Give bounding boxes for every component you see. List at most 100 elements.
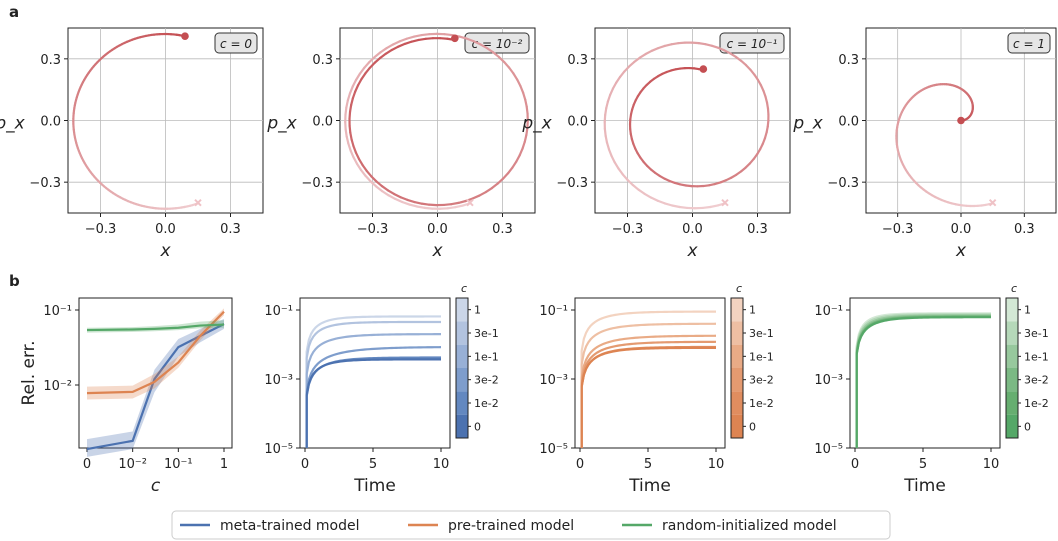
trajectory-segment	[381, 190, 390, 197]
trajectory-segment	[380, 184, 389, 192]
colorbar-frame	[730, 297, 744, 439]
y-tick-label: 0.3	[312, 53, 333, 68]
x-axis-label: x	[686, 241, 698, 261]
trajectory-segment	[631, 183, 640, 191]
trajectory-segment	[373, 56, 382, 64]
phase-portrait-panel-3: −0.3 0.0 0.3 0.3 0.0 −0.3 x p_x c = 10⁻¹	[521, 27, 791, 261]
colorbar-label: 1	[1024, 304, 1031, 317]
y-tick-label: 0.0	[40, 115, 61, 130]
colorbar-label: 3e-2	[1024, 374, 1049, 387]
y-tick-label: 10⁻²	[43, 379, 72, 394]
series-line-c-3e-1	[305, 320, 442, 448]
trajectory-segment	[384, 48, 393, 55]
y-tick-label: 0.0	[838, 115, 859, 130]
error-vs-time-panel-3: 0 5 10 10⁻¹ 10⁻³ 10⁻⁵ Time 1 3e-1 1e-1 3e-2 1e-2 0 c	[814, 282, 1048, 496]
trajectory-segment	[385, 43, 395, 50]
error-vs-time-panel-2: 0 5 10 10⁻¹ 10⁻³ 10⁻⁵ Time 1 3e-1 1e-1 3e-2 1e-2 0 c	[539, 282, 773, 496]
y-tick-label: −0.3	[556, 176, 588, 191]
colorbar-label: 1e-2	[474, 397, 499, 410]
rel-err-vs-c-panel: 0 10⁻² 10⁻¹ 1 10⁻¹ 10⁻² c Rel. err.	[19, 297, 233, 496]
trajectory-segment	[349, 149, 355, 159]
trajectory-segment	[671, 204, 681, 209]
trajectory-segment	[417, 37, 427, 42]
trajectory-segment	[442, 203, 453, 207]
colorbar-label: 3e-1	[1024, 327, 1049, 340]
trajectory-segment	[471, 194, 481, 200]
x-tick-label: 1	[220, 457, 228, 472]
x-axis-label: x	[431, 241, 443, 261]
trajectory-segment	[607, 148, 613, 158]
trajectory-segment	[524, 98, 528, 108]
trajectory-segment	[403, 40, 413, 45]
trajectory-segment	[479, 43, 489, 50]
trajectory-segment	[358, 66, 366, 75]
colorbar-segment	[456, 298, 468, 322]
trajectory-segment	[359, 168, 367, 177]
trajectory-segment	[656, 199, 666, 205]
legend: meta-trained model pre-trained model rando…	[171, 510, 891, 540]
trajectory-segment	[638, 52, 647, 59]
trajectory-segment	[670, 42, 680, 46]
trajectory-segment	[618, 70, 626, 78]
x-axis-label: Time	[903, 476, 946, 496]
colorbar-label: 1e-1	[1024, 350, 1049, 363]
colorbar-segment	[456, 368, 468, 392]
trajectory-segment	[515, 154, 521, 163]
trajectory-segment	[507, 66, 515, 75]
panel-label-a: a	[9, 3, 19, 21]
y-axis-label: p_x	[521, 114, 552, 134]
trajectory-segment	[663, 202, 674, 207]
trajectory-segment	[644, 49, 653, 56]
y-axis-label: p_x	[792, 114, 823, 134]
colorbar-label: 1e-2	[749, 397, 774, 410]
trajectory-segment	[522, 91, 527, 101]
trajectory-segment	[365, 169, 373, 178]
y-tick-label: 10⁻⁵	[814, 442, 843, 457]
trajectory-segment	[519, 84, 525, 94]
colorbar-segment	[1006, 391, 1018, 415]
x-axis-label: c	[151, 476, 161, 496]
colorbar-segment	[1006, 368, 1018, 392]
trajectory-segment	[637, 188, 646, 195]
trajectory-segment	[390, 45, 400, 52]
trajectory-segment	[354, 72, 361, 82]
trajectory-segment	[643, 192, 653, 199]
trajectory-segment	[348, 110, 352, 120]
trajectory-segment	[523, 133, 528, 143]
x-tick-label: 5	[919, 457, 927, 472]
trajectory-segment	[370, 175, 378, 183]
plot-frame	[78, 297, 233, 449]
colorbar-segment	[731, 391, 743, 415]
trajectory-segment	[690, 41, 700, 45]
trajectory-segment	[348, 85, 354, 95]
trajectory-segment	[446, 206, 457, 210]
trajectory-segment	[613, 161, 620, 170]
trajectory-segment	[628, 60, 636, 68]
x-tick-label: −0.3	[357, 222, 389, 237]
trajectory-segment	[356, 78, 363, 87]
colorbar-segment	[1006, 344, 1018, 368]
trajectory-segment	[450, 201, 460, 206]
c-value-badge	[214, 32, 258, 54]
trajectory-segment	[405, 35, 416, 40]
colorbar-segment	[1006, 298, 1018, 322]
trajectory-segment	[496, 177, 505, 185]
trajectory-segment	[701, 205, 712, 210]
y-tick-label: 10⁻³	[814, 373, 843, 388]
trajectory-segment	[490, 182, 499, 190]
colorbar-label: 0	[474, 420, 481, 433]
trajectory-segment	[349, 131, 353, 141]
x-tick-label: 0.0	[427, 222, 448, 237]
x-tick-label: 0	[83, 457, 91, 472]
trajectory-segment	[657, 44, 666, 50]
trajectory-segment	[344, 106, 348, 116]
trajectory-segment	[606, 93, 612, 103]
x-tick-label: 0.0	[951, 222, 972, 237]
trajectory-segment	[397, 42, 406, 48]
trajectory-segment	[375, 180, 384, 188]
trajectory-segment	[454, 204, 464, 209]
colorbar-label: 1e-1	[474, 350, 499, 363]
y-tick-label: 0.0	[312, 115, 333, 130]
colorbar-segment	[731, 321, 743, 345]
y-tick-label: 0.0	[567, 115, 588, 130]
